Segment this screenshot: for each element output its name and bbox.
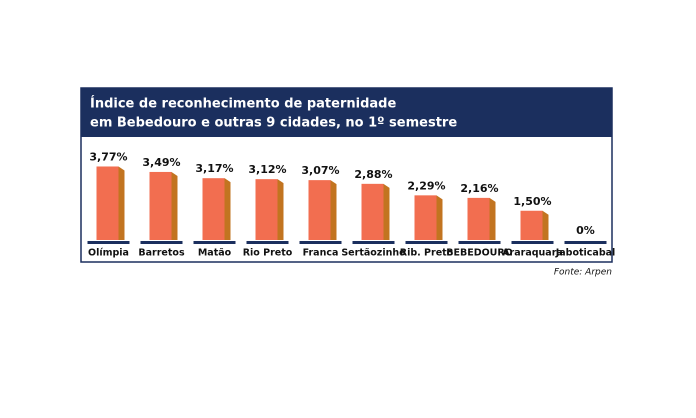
x-tick-label: Rio Preto [243,248,293,259]
bar-side [277,179,284,240]
value-label: 3,17% [195,162,233,175]
base-line [87,241,130,244]
bar-side [542,210,549,240]
base-line [299,241,342,244]
x-tick-label: BEBEDOURO [446,248,513,259]
value-label: 2,29% [407,179,445,192]
x-tick-label: Jaboticabal [555,248,616,259]
bar [467,197,490,240]
value-label: 3,12% [248,163,286,176]
source: Fonte: Arpen [554,268,612,278]
base-line [405,241,448,244]
x-tick-label: Araraquara [502,248,563,259]
bar [520,210,543,240]
x-tick-label: Rib. Preto [400,248,454,259]
chart-title: Índice de reconhecimento de paternidade [90,96,396,112]
value-label: 3,77% [89,150,127,163]
x-tick-label: Matão [198,248,232,259]
bar-side [118,166,125,240]
bar [149,171,172,240]
value-label: 3,49% [142,156,180,169]
base-line [140,241,183,244]
bar [414,195,437,240]
base-line [458,241,501,244]
value-label: 2,16% [460,182,498,195]
x-tick-label: Sertãozinho [341,248,406,259]
bar [308,180,331,240]
bar-side [330,180,337,240]
base-line [564,241,607,244]
bar-side [224,178,231,240]
chart-title: em Bebedouro e outras 9 cidades, no 1º s… [90,116,457,131]
base-line [246,241,289,244]
value-label: 0% [576,224,595,237]
value-label: 2,88% [354,168,392,181]
value-label: 1,50% [513,195,551,208]
bar-side [489,197,496,240]
base-line [352,241,395,244]
title-box [81,88,612,137]
bar [202,178,225,240]
base-line [511,241,554,244]
value-label: 3,07% [301,164,339,177]
base-line [193,241,236,244]
bar [96,166,119,240]
x-tick-label: Barretos [138,248,185,259]
bar-side [171,171,178,240]
x-tick-label: Olímpia [88,248,129,259]
bar [255,179,278,240]
bar-side [383,183,390,240]
bar-side [436,195,443,240]
bar [361,183,384,240]
x-tick-label: Franca [303,248,339,259]
